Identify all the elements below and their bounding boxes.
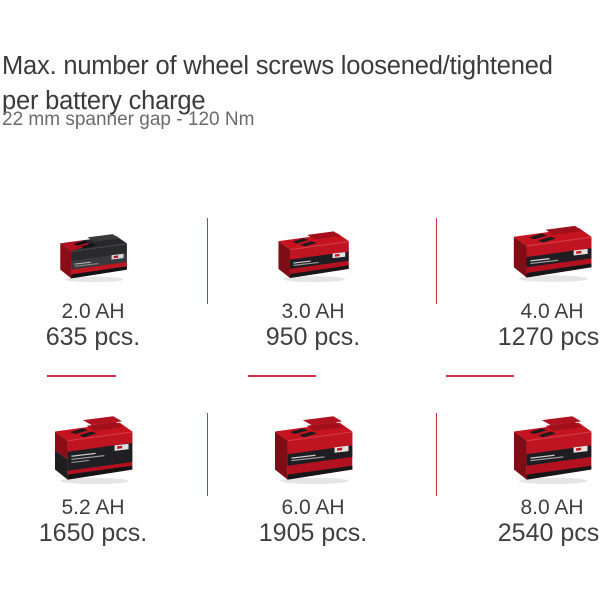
page-title: Max. number of wheel screws loosened/tig… bbox=[2, 49, 600, 119]
count-label: 2540 pcs. bbox=[497, 519, 600, 547]
battery-cell-6ah: 6.0 AH 1905 pcs. bbox=[228, 406, 398, 546]
page-subtitle: 22 mm spanner gap - 120 Nm bbox=[2, 109, 255, 130]
count-label: 635 pcs. bbox=[45, 323, 141, 351]
divider-vertical bbox=[436, 413, 437, 496]
count-label: 1270 pcs. bbox=[497, 323, 600, 351]
battery-icon bbox=[467, 220, 600, 284]
capacity-label: 6.0 AH bbox=[281, 496, 345, 519]
count-label: 950 pcs. bbox=[265, 323, 361, 351]
capacity-label: 3.0 AH bbox=[281, 300, 345, 323]
capacity-label: 2.0 AH bbox=[61, 300, 125, 323]
page-title-line1: Max. number of wheel screws loosened/tig… bbox=[2, 52, 553, 80]
battery-icon bbox=[467, 406, 600, 486]
divider-horizontal bbox=[446, 375, 514, 377]
battery-cell-5-2ah: 5.2 AH 1650 pcs. bbox=[8, 406, 178, 546]
battery-cell-4ah: 4.0 AH 1270 pcs. bbox=[467, 220, 600, 350]
divider-horizontal bbox=[248, 375, 316, 377]
battery-icon bbox=[228, 220, 398, 284]
capacity-label: 8.0 AH bbox=[520, 496, 584, 519]
divider-vertical bbox=[436, 218, 437, 304]
divider-vertical bbox=[207, 218, 208, 304]
battery-icon bbox=[8, 406, 178, 486]
capacity-label: 5.2 AH bbox=[61, 496, 125, 519]
divider-vertical bbox=[207, 413, 208, 496]
battery-cell-3ah: 3.0 AH 950 pcs. bbox=[228, 220, 398, 350]
battery-icon bbox=[228, 406, 398, 486]
battery-cell-2ah: 2.0 AH 635 pcs. bbox=[8, 220, 178, 350]
count-label: 1905 pcs. bbox=[258, 519, 368, 547]
capacity-label: 4.0 AH bbox=[520, 300, 584, 323]
page-title-line2: per battery charge bbox=[2, 87, 206, 115]
divider-horizontal bbox=[47, 375, 116, 377]
battery-icon bbox=[8, 220, 178, 284]
count-label: 1650 pcs. bbox=[38, 519, 148, 547]
battery-cell-8ah: 8.0 AH 2540 pcs. bbox=[467, 406, 600, 546]
